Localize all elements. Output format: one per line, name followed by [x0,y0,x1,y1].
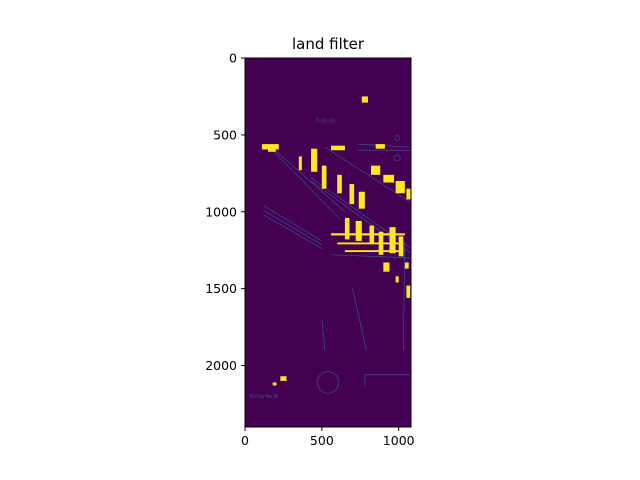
land-region-11 [355,220,362,241]
land-region-25 [375,144,385,149]
embedded-text-label: Nic'ta Re·lA [250,394,279,400]
axes-frame [244,57,412,428]
y-tick-label-2: 1000 [205,204,237,219]
land-region-20 [406,285,411,298]
y-tick-label-3: 1500 [205,281,237,296]
outline-circle-1 [393,154,401,162]
outline-line-3 [267,143,346,213]
land-region-26 [371,165,381,175]
x-tick-label-0: 0 [241,433,249,448]
outline-circle-0 [316,371,340,394]
embedded-text-timer: 0:00:00 [316,119,335,125]
land-region-21 [404,262,409,269]
land-region-29 [406,188,411,200]
outline-line-2 [263,214,323,249]
land-region-23 [280,376,287,381]
land-region-8 [358,191,365,209]
land-region-24 [272,382,277,386]
chart-title: land filter [292,35,365,53]
outline-line-7 [331,254,412,259]
y-tick-label-0: 0 [229,51,237,66]
outline-line-15 [321,319,326,351]
land-region-14 [389,227,396,254]
land-region-15 [398,236,404,257]
land-region-3 [331,145,345,151]
land-region-16 [331,233,405,236]
land-region-2 [361,96,368,103]
land-region-0 [261,144,279,150]
outline-line-0 [263,205,323,242]
outline-line-1 [263,209,323,246]
land-region-22 [395,276,399,283]
land-region-17 [337,242,399,245]
y-axis: 0 500 1000 1500 2000 [205,51,245,373]
y-tick-label-1: 500 [213,127,237,142]
outline-line-13 [402,242,406,351]
outline-circle-2 [394,135,400,141]
land-region-9 [298,156,302,171]
land-region-27 [383,174,395,183]
outline-line-14 [352,288,367,351]
land-region-7 [349,184,355,205]
x-tick-label-1: 500 [310,433,334,448]
land-region-4 [311,148,318,172]
embedded-text: 0:00:00 Nic'ta Re·lA [250,119,335,400]
x-axis: 0 500 1000 [241,427,415,448]
land-region-18 [344,250,404,253]
land-region-10 [344,217,350,240]
land-region-6 [337,174,342,194]
land-region-28 [395,181,405,194]
heatmap-marks [261,96,412,394]
land-region-5 [321,165,327,189]
land-region-1 [268,148,276,152]
outline-line-4 [267,145,341,220]
x-tick-label-2: 1000 [383,433,415,448]
y-tick-label-4: 2000 [205,358,237,373]
land-region-19 [383,262,390,272]
plot-area: 0:00:00 Nic'ta Re·lA [244,57,412,428]
